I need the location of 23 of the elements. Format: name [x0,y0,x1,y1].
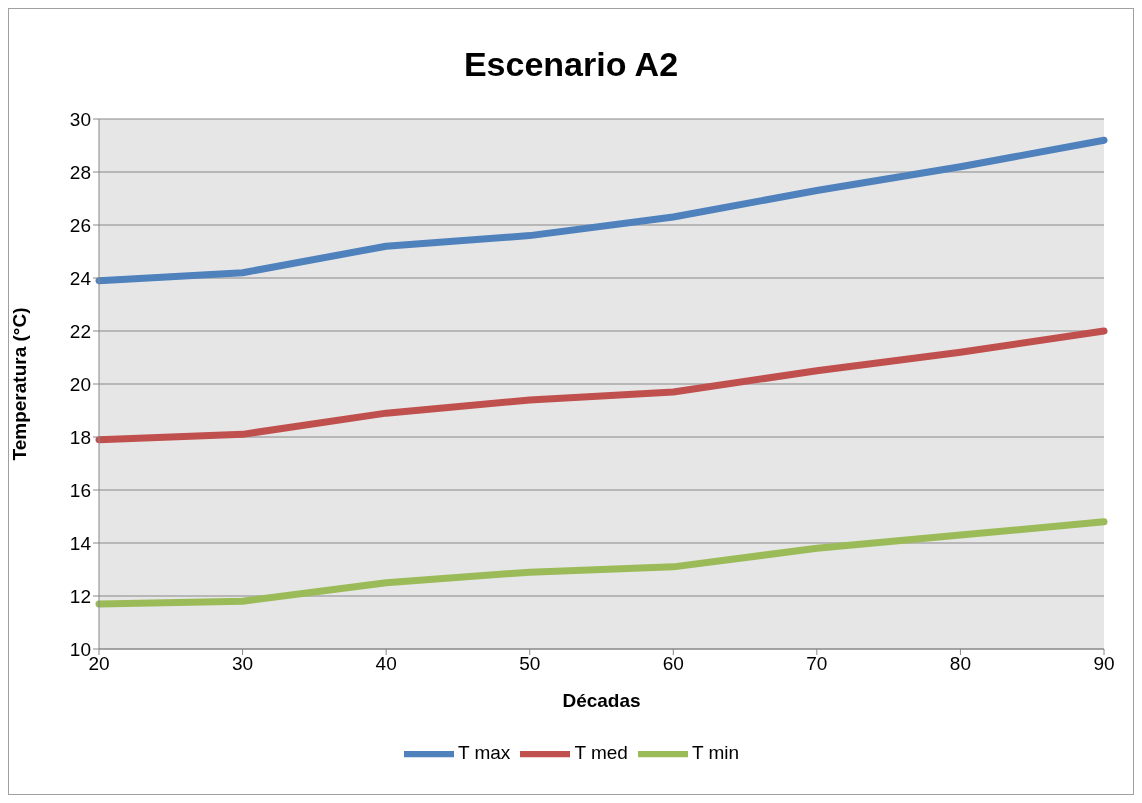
x-tick-label: 70 [806,653,828,675]
y-tick-label: 28 [69,161,91,183]
x-tick-label: 80 [949,653,971,675]
y-tick-label: 26 [69,214,91,236]
y-tick-label: 14 [69,532,92,554]
y-tick-label: 16 [69,479,91,501]
chart-title: Escenario A2 [462,44,680,85]
legend-label: T min [691,742,740,764]
x-tick-label: 90 [1093,653,1115,675]
y-axis-title: Temperatura (°C) [8,307,30,461]
x-tick-label: 50 [519,653,541,675]
x-axis-title: Décadas [562,690,641,711]
legend-label: T med [574,742,628,764]
x-tick-label: 40 [375,653,397,675]
y-tick-label: 30 [69,108,91,130]
y-tick-label: 18 [69,426,91,448]
y-tick-label: 12 [69,585,91,607]
x-tick-label: 60 [662,653,684,675]
y-tick-label: 20 [69,373,91,395]
legend-label: T max [457,742,511,764]
y-tick-label: 24 [69,267,92,289]
y-tick-label: 22 [69,320,91,342]
x-tick-label: 30 [232,653,254,675]
